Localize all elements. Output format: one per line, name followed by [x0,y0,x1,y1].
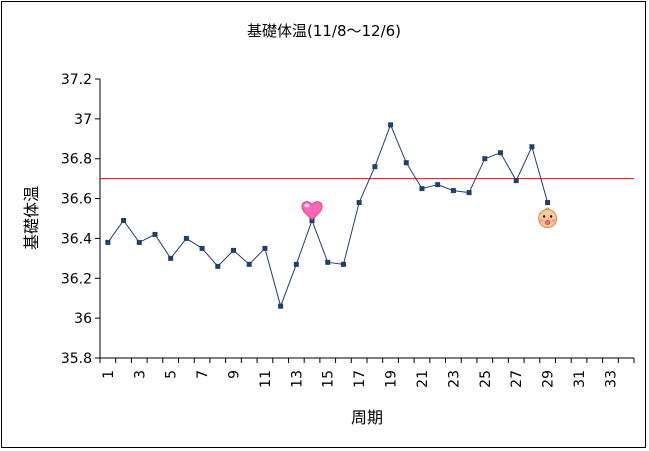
heart-shine [304,203,310,208]
x-tick-label: 25 [478,370,494,388]
data-point [545,200,551,206]
series-line [107,123,549,308]
data-point [482,156,488,162]
x-tick-label: 1 [101,370,117,379]
face-eye-right [549,215,553,218]
x-tick-label: 23 [446,370,462,388]
x-axis-title: 周期 [351,408,383,427]
data-point [183,235,189,241]
series-group [105,122,551,309]
data-point [168,255,174,261]
data-point [262,245,268,251]
y-tick-label: 36.4 [61,231,92,247]
x-tick-label: 5 [164,370,180,379]
data-point [325,259,331,265]
data-point [529,144,535,150]
face-eye-left [542,215,546,218]
data-point [152,231,158,237]
y-tick-label: 36.8 [61,152,92,168]
x-tick-label: 13 [289,370,305,388]
y-tick-label: 37.2 [61,72,92,88]
data-point [199,245,205,251]
data-point [450,188,456,194]
x-tick-label: 29 [541,370,557,388]
x-tick-label: 27 [509,370,525,388]
face-mouth [545,219,551,226]
x-tick-label: 3 [132,370,148,379]
data-point [435,182,441,188]
data-point [278,303,284,309]
x-tick-label: 15 [321,370,337,388]
annotations [301,201,558,228]
chart-title: 基礎体温(11/8〜12/6) [247,22,401,40]
face-cheek-left [539,218,544,223]
data-point [121,217,127,223]
y-ticks: 35.8 36 36.2 36.4 36.6 36.8 37 37.2 [61,72,100,367]
data-point [419,186,425,192]
face-hair [545,207,551,210]
heart-icon [301,201,323,221]
x-tick-label: 9 [227,370,243,379]
data-point [388,122,394,128]
x-tick-label: 21 [415,370,431,388]
y-tick-label: 37 [74,112,92,128]
y-tick-label: 36 [74,311,92,327]
data-point [246,261,252,267]
y-tick-label: 36.2 [61,271,92,287]
data-point [215,263,221,269]
baby-face-icon [538,207,558,228]
x-tick-label: 11 [258,370,274,388]
x-tick-label: 19 [384,370,400,388]
data-point [466,190,472,196]
x-ticks: 1 3 5 7 9 11 13 15 17 19 21 23 25 27 29 31 33 [99,358,635,388]
y-tick-label: 36.6 [61,192,92,208]
x-tick-label: 31 [572,370,588,388]
x-tick-label: 7 [195,370,211,379]
heart-shape [301,201,323,221]
data-point [309,217,315,223]
y-axis-title: 基礎体温 [22,186,41,250]
data-point [231,247,236,253]
data-point [498,150,503,156]
data-point [136,239,142,245]
data-point [403,160,409,166]
data-point [293,261,299,267]
data-point [340,261,346,267]
x-tick-label: 33 [603,370,619,388]
data-point [372,164,378,170]
x-tick-label: 17 [352,370,368,388]
face-shape [538,209,558,228]
data-point [105,239,111,245]
face-cheek-right [551,218,556,223]
data-point [356,200,362,206]
data-point [513,178,519,184]
y-tick-label: 35.8 [61,351,92,367]
